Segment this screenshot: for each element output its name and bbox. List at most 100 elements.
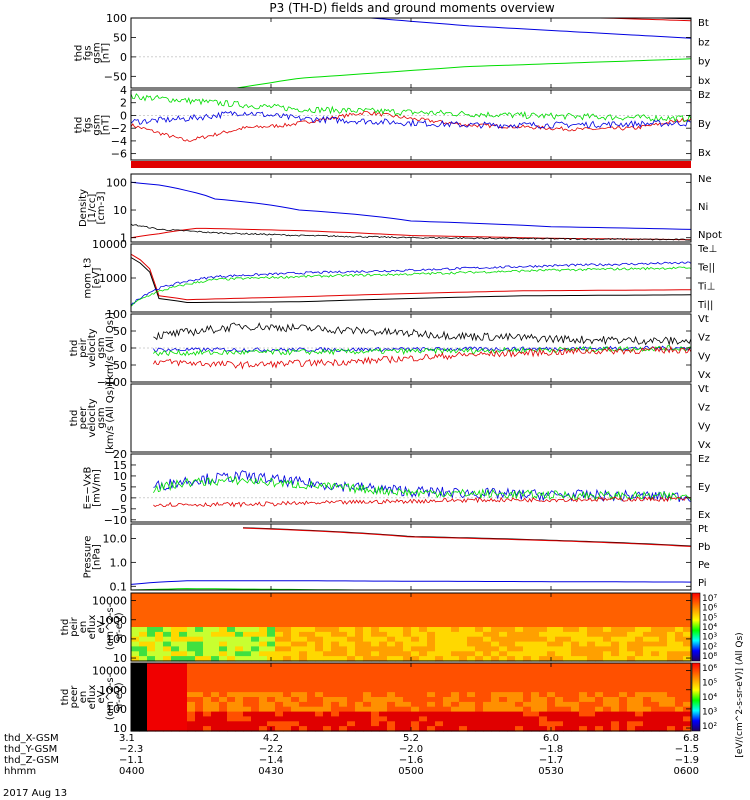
panel-status_bar (131, 161, 691, 168)
heatmap-cell (363, 692, 372, 698)
heatmap-cell (603, 726, 612, 732)
heatmap-cell (475, 641, 484, 648)
heatmap-cell (459, 641, 468, 648)
heatmap-cell (619, 617, 628, 623)
heatmap-cell (211, 687, 220, 693)
heatmap-cell (611, 711, 620, 718)
heatmap-cell (355, 631, 364, 638)
heatmap-cell (339, 656, 348, 662)
heatmap-cell (539, 622, 548, 628)
heatmap-cell (435, 667, 444, 674)
heatmap-cell (603, 711, 612, 718)
heatmap-cell (507, 607, 516, 614)
colorbar-tick-label: 10⁶ (702, 604, 717, 614)
heatmap-cell (267, 682, 276, 688)
heatmap-cell (387, 687, 396, 693)
heatmap-cell (611, 721, 620, 727)
heatmap-cell (387, 593, 396, 599)
heatmap-cell (139, 706, 148, 713)
heatmap-cell (435, 646, 444, 652)
y-axis-label-line: eflux (87, 685, 98, 710)
heatmap-cell (579, 602, 588, 609)
heatmap-cell (235, 612, 244, 618)
heatmap-cell (499, 593, 508, 599)
heatmap-cell (419, 663, 428, 669)
heatmap-cell (451, 726, 460, 732)
heatmap-cell (195, 622, 204, 628)
heatmap-cell (411, 651, 420, 657)
heatmap-cell (547, 622, 556, 628)
heatmap-cell (539, 631, 548, 638)
heatmap-cell (411, 726, 420, 732)
heatmap-cell (387, 636, 396, 643)
heatmap-cell (667, 701, 676, 708)
heatmap-cell (147, 677, 156, 684)
heatmap-cell (491, 636, 500, 643)
heatmap-cell (563, 617, 572, 623)
heatmap-cell (179, 672, 188, 679)
heatmap-cell (347, 617, 356, 623)
heatmap-cell (307, 617, 316, 623)
y-tick-label: 10 (113, 722, 127, 735)
heatmap-cell (275, 716, 284, 722)
heatmap-cell (395, 646, 404, 652)
heatmap-cell (251, 656, 260, 662)
heatmap-cell (131, 721, 140, 727)
heatmap-cell (147, 706, 156, 713)
heatmap-cell (563, 641, 572, 648)
heatmap-cell (403, 706, 412, 713)
heatmap-cell (659, 663, 668, 669)
heatmap-cell (659, 631, 668, 638)
heatmap-cell (675, 672, 684, 679)
heatmap-cell (163, 663, 172, 669)
heatmap-cell (291, 677, 300, 684)
heatmap-cell (275, 656, 284, 662)
heatmap-cell (427, 672, 436, 679)
heatmap-cell (411, 672, 420, 679)
heatmap-cell (659, 692, 668, 698)
heatmap-cell (451, 721, 460, 727)
heatmap-cell (227, 716, 236, 722)
heatmap-cell (651, 641, 660, 648)
heatmap-cell (595, 701, 604, 708)
heatmap-cell (163, 622, 172, 628)
heatmap-cell (563, 602, 572, 609)
heatmap-cell (331, 627, 340, 633)
heatmap-cell (331, 636, 340, 643)
heatmap-cell (139, 617, 148, 623)
heatmap-cell (155, 677, 164, 684)
y-axis-label-line: thd (74, 117, 85, 134)
heatmap-cell (507, 622, 516, 628)
heatmap-cell (587, 701, 596, 708)
heatmap-cell (307, 682, 316, 688)
heatmap-cell (611, 627, 620, 633)
heatmap-cell (347, 711, 356, 718)
series-line-te (130, 257, 692, 303)
heatmap-cell (267, 706, 276, 713)
heatmap-cell (427, 631, 436, 638)
heatmap-cell (131, 656, 140, 662)
heatmap-cell (507, 687, 516, 693)
heatmap-cell (395, 641, 404, 648)
heatmap-cell (515, 677, 524, 684)
heatmap-cell (507, 672, 516, 679)
heatmap-cell (195, 593, 204, 599)
heatmap-cell (515, 641, 524, 648)
heatmap-cell (427, 677, 436, 684)
heatmap-cell (483, 701, 492, 708)
y-axis-label-line: eflux (87, 615, 98, 640)
heatmap-cell (547, 667, 556, 674)
heatmap-cell (579, 622, 588, 628)
heatmap-cell (227, 692, 236, 698)
heatmap-cell (219, 627, 228, 633)
heatmap-cell (179, 687, 188, 693)
heatmap-cell (267, 667, 276, 674)
heatmap-cell (147, 726, 156, 732)
heatmap-cell (683, 593, 692, 599)
heatmap-cell (155, 697, 164, 703)
heatmap-cell (251, 692, 260, 698)
heatmap-cell (603, 701, 612, 708)
heatmap-cell (347, 646, 356, 652)
heatmap-cell (531, 612, 540, 618)
heatmap-cell (339, 721, 348, 727)
